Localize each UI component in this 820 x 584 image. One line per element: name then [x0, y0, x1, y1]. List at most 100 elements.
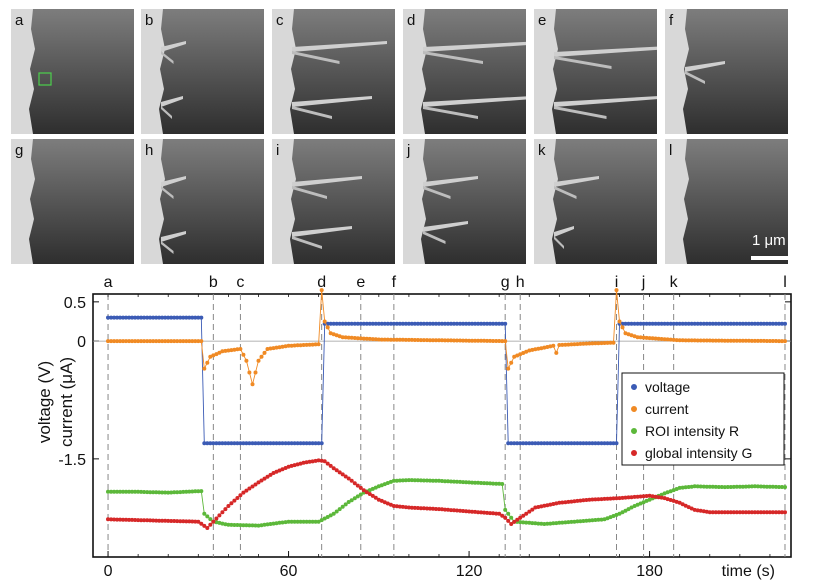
data-point [497, 511, 502, 516]
data-point [223, 348, 228, 353]
data-point [455, 479, 459, 484]
data-point [280, 520, 285, 525]
data-point [349, 335, 354, 340]
data-point [199, 339, 204, 344]
data-point [635, 335, 640, 340]
data-point [746, 484, 751, 489]
data-point [169, 315, 174, 320]
data-point [232, 347, 237, 352]
data-point [677, 338, 682, 343]
legend-marker [631, 450, 637, 456]
data-point [316, 519, 321, 524]
data-point [542, 441, 547, 446]
data-point [259, 523, 264, 528]
data-point [701, 509, 706, 514]
data-point [127, 315, 132, 320]
data-point [307, 342, 312, 347]
data-point [412, 478, 417, 483]
data-point [163, 315, 168, 320]
data-point [587, 441, 592, 446]
data-point [554, 441, 559, 446]
data-point [403, 321, 408, 326]
data-point [482, 510, 487, 515]
data-point [397, 337, 402, 342]
data-point [713, 338, 718, 343]
data-point [734, 484, 739, 489]
data-point [313, 441, 318, 446]
data-point [689, 338, 694, 343]
data-point [133, 489, 138, 494]
data-point [599, 517, 604, 522]
data-point [160, 315, 165, 320]
data-point [473, 509, 478, 514]
data-point [400, 321, 405, 326]
data-point [569, 342, 574, 347]
data-point [467, 480, 472, 485]
data-point [196, 489, 201, 494]
data-point [428, 321, 432, 326]
data-point [127, 517, 132, 522]
data-point [650, 336, 655, 341]
data-point [172, 519, 177, 523]
sem-panel-i: i [272, 139, 395, 264]
event-label-j: j [641, 274, 646, 291]
data-point [593, 441, 598, 446]
data-point [653, 494, 658, 499]
event-label-h: h [516, 274, 525, 291]
data-point [127, 489, 132, 494]
data-point [467, 321, 472, 326]
data-point [178, 490, 183, 495]
data-point [301, 460, 306, 465]
sem-panel-g: g [11, 139, 134, 264]
data-point [512, 519, 517, 524]
data-point [780, 321, 784, 326]
data-point [461, 480, 466, 485]
data-point [220, 441, 225, 446]
data-point [761, 321, 766, 326]
data-point [277, 441, 282, 446]
data-point [719, 321, 724, 326]
data-point [554, 501, 559, 506]
data-point [743, 484, 748, 489]
data-point [518, 515, 523, 520]
data-point [214, 520, 219, 525]
data-point [196, 315, 201, 320]
data-point [202, 523, 207, 528]
data-point [473, 338, 478, 343]
data-point [187, 519, 192, 524]
data-point [151, 490, 156, 495]
data-point [728, 321, 733, 326]
data-point [740, 338, 745, 343]
data-point [644, 498, 649, 503]
data-point [118, 315, 123, 320]
data-point [343, 502, 348, 507]
data-point [593, 518, 598, 522]
data-point [777, 510, 781, 515]
data-point [710, 510, 715, 515]
data-point [665, 321, 670, 326]
data-point [181, 519, 186, 524]
data-point [500, 482, 505, 486]
data-point [638, 335, 643, 340]
data-point [761, 510, 766, 515]
data-point [199, 315, 204, 320]
data-point [644, 321, 649, 326]
data-point [728, 485, 733, 489]
data-point [148, 339, 153, 344]
data-point [551, 343, 556, 348]
data-point [187, 315, 192, 320]
data-point [145, 518, 150, 523]
data-point [418, 478, 423, 483]
data-point [139, 315, 144, 320]
data-point [662, 491, 667, 496]
data-point [160, 490, 165, 495]
data-point [226, 441, 231, 446]
data-point [695, 484, 700, 489]
data-point [181, 315, 186, 320]
data-point [274, 345, 279, 350]
data-point [172, 339, 177, 344]
data-point [740, 510, 745, 515]
data-point [731, 338, 736, 343]
data-point [482, 321, 487, 326]
data-point [692, 484, 697, 489]
